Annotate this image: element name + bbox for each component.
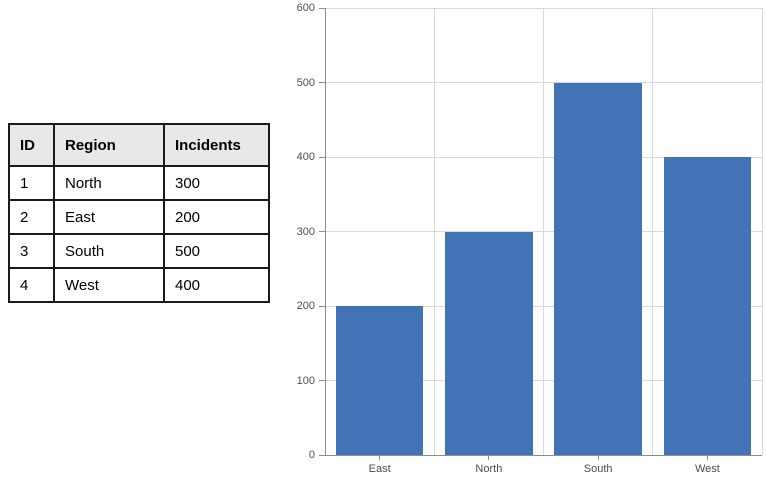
y-tick-label: 600 <box>296 2 315 14</box>
y-tick-label: 300 <box>296 225 315 238</box>
x-axis-tick <box>488 455 490 460</box>
x-axis-tick <box>597 455 599 460</box>
incidents-table: ID Region Incidents 1 North 300 2 East 2… <box>8 123 270 303</box>
cell-id: 4 <box>8 267 55 303</box>
x-axis-line <box>319 454 762 456</box>
y-tick-label: 100 <box>296 374 315 387</box>
header-incidents: Incidents <box>163 123 270 167</box>
cell-incidents: 200 <box>163 199 270 235</box>
bar-east <box>335 306 424 455</box>
cell-id: 1 <box>8 165 55 201</box>
cell-incidents: 300 <box>163 165 270 201</box>
y-tick-label: 400 <box>296 151 315 163</box>
x-axis-tick <box>379 455 381 460</box>
table-row: 2 East 200 <box>8 199 270 235</box>
y-axis-tick <box>319 7 325 9</box>
y-axis-tick <box>319 305 325 307</box>
y-axis-tick <box>319 82 325 83</box>
cell-incidents: 400 <box>163 267 270 303</box>
cell-region: South <box>53 233 165 269</box>
bar-west <box>663 157 752 455</box>
gridline-vertical <box>761 8 763 455</box>
cell-id: 2 <box>8 199 55 235</box>
header-id: ID <box>8 123 55 167</box>
cell-region: West <box>53 267 165 303</box>
table-row: 3 South 500 <box>8 233 270 269</box>
gridline-vertical <box>543 8 544 455</box>
cell-region: North <box>53 165 165 201</box>
y-axis-tick <box>319 380 325 381</box>
x-tick-label: South <box>583 463 613 475</box>
table-row: 4 West 400 <box>8 267 270 303</box>
x-tick-label: East <box>368 463 391 475</box>
y-tick-label: 500 <box>296 76 315 89</box>
x-axis-tick <box>706 455 708 460</box>
gridline-vertical <box>433 8 435 455</box>
x-tick-label: North <box>475 463 503 475</box>
gridline-vertical <box>652 8 654 455</box>
header-region: Region <box>53 123 165 167</box>
cell-region: East <box>53 199 165 235</box>
bar-north <box>445 231 533 455</box>
x-tick-label: West <box>694 463 720 475</box>
table-row: 1 North 300 <box>8 165 270 201</box>
y-axis-line <box>324 8 326 455</box>
y-axis-tick <box>319 231 325 232</box>
y-tick-label: 200 <box>296 300 315 312</box>
y-axis-tick <box>319 156 325 158</box>
y-tick-label: 0 <box>308 449 315 461</box>
cell-id: 3 <box>8 233 55 269</box>
table-header-row: ID Region Incidents <box>8 123 270 167</box>
cell-incidents: 500 <box>163 233 270 269</box>
bar-south <box>554 82 642 455</box>
